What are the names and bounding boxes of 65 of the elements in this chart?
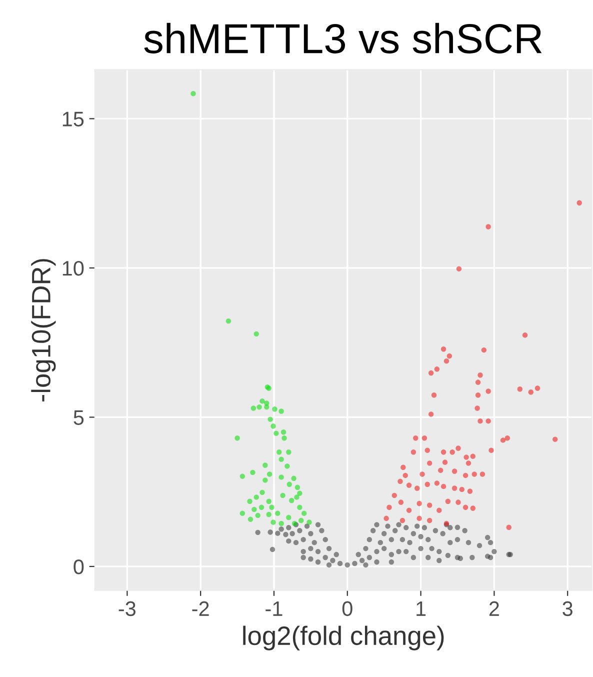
point: [264, 404, 270, 410]
point: [240, 474, 246, 479]
point: [250, 470, 256, 476]
x-axis-title: log2(fold change): [243, 626, 444, 650]
point: [298, 518, 304, 524]
point: [254, 331, 259, 337]
point: [260, 398, 265, 404]
point: [258, 504, 264, 510]
point: [250, 406, 256, 411]
point: [289, 498, 294, 504]
point: [252, 506, 257, 512]
x-tick-label: 3: [562, 601, 572, 616]
point: [278, 474, 284, 480]
point: [284, 464, 290, 469]
y-tick-label: 5: [74, 410, 84, 425]
point: [280, 430, 286, 435]
point: [226, 318, 232, 324]
point: [234, 436, 240, 441]
point: [190, 91, 196, 96]
point: [278, 520, 284, 526]
point: [254, 494, 259, 500]
y-tick-label: 0: [74, 559, 84, 574]
point: [286, 514, 292, 520]
point: [268, 416, 273, 422]
point: [278, 456, 284, 462]
point: [301, 510, 307, 516]
point: [282, 436, 287, 441]
x-tick-label: -3: [118, 601, 136, 616]
point: [269, 504, 274, 510]
point: [256, 404, 262, 410]
point: [260, 490, 265, 496]
point: [286, 482, 292, 487]
y-tick-label: 15: [62, 112, 84, 126]
point: [270, 520, 276, 525]
x-tick-label: -1: [266, 602, 282, 616]
x-tick-label: 0: [342, 601, 352, 616]
point: [262, 478, 268, 483]
point: [272, 406, 278, 412]
point: [255, 512, 260, 518]
point: [275, 510, 280, 516]
y-tick-label: 10: [62, 260, 84, 276]
point: [240, 510, 246, 516]
point: [306, 520, 312, 525]
point: [294, 494, 300, 500]
point: [266, 498, 272, 504]
point: [262, 462, 268, 468]
y-axis-title: -log10(FDR): [31, 259, 56, 402]
point: [266, 512, 272, 518]
x-tick-label: 2: [489, 601, 499, 616]
x-tick-label: -2: [192, 601, 209, 616]
point: [280, 492, 286, 498]
point: [286, 450, 292, 455]
point: [266, 472, 272, 477]
point: [297, 504, 302, 510]
point: [297, 490, 302, 496]
point: [270, 424, 276, 429]
point: [248, 516, 254, 522]
chart-title: shMETTL3 vs shSCR: [144, 22, 542, 54]
point: [247, 498, 252, 504]
point: [276, 450, 282, 455]
point: [274, 430, 279, 436]
x-tick-label: 1: [416, 602, 426, 616]
point: [294, 484, 300, 490]
point: [291, 476, 296, 481]
point: [278, 408, 284, 414]
